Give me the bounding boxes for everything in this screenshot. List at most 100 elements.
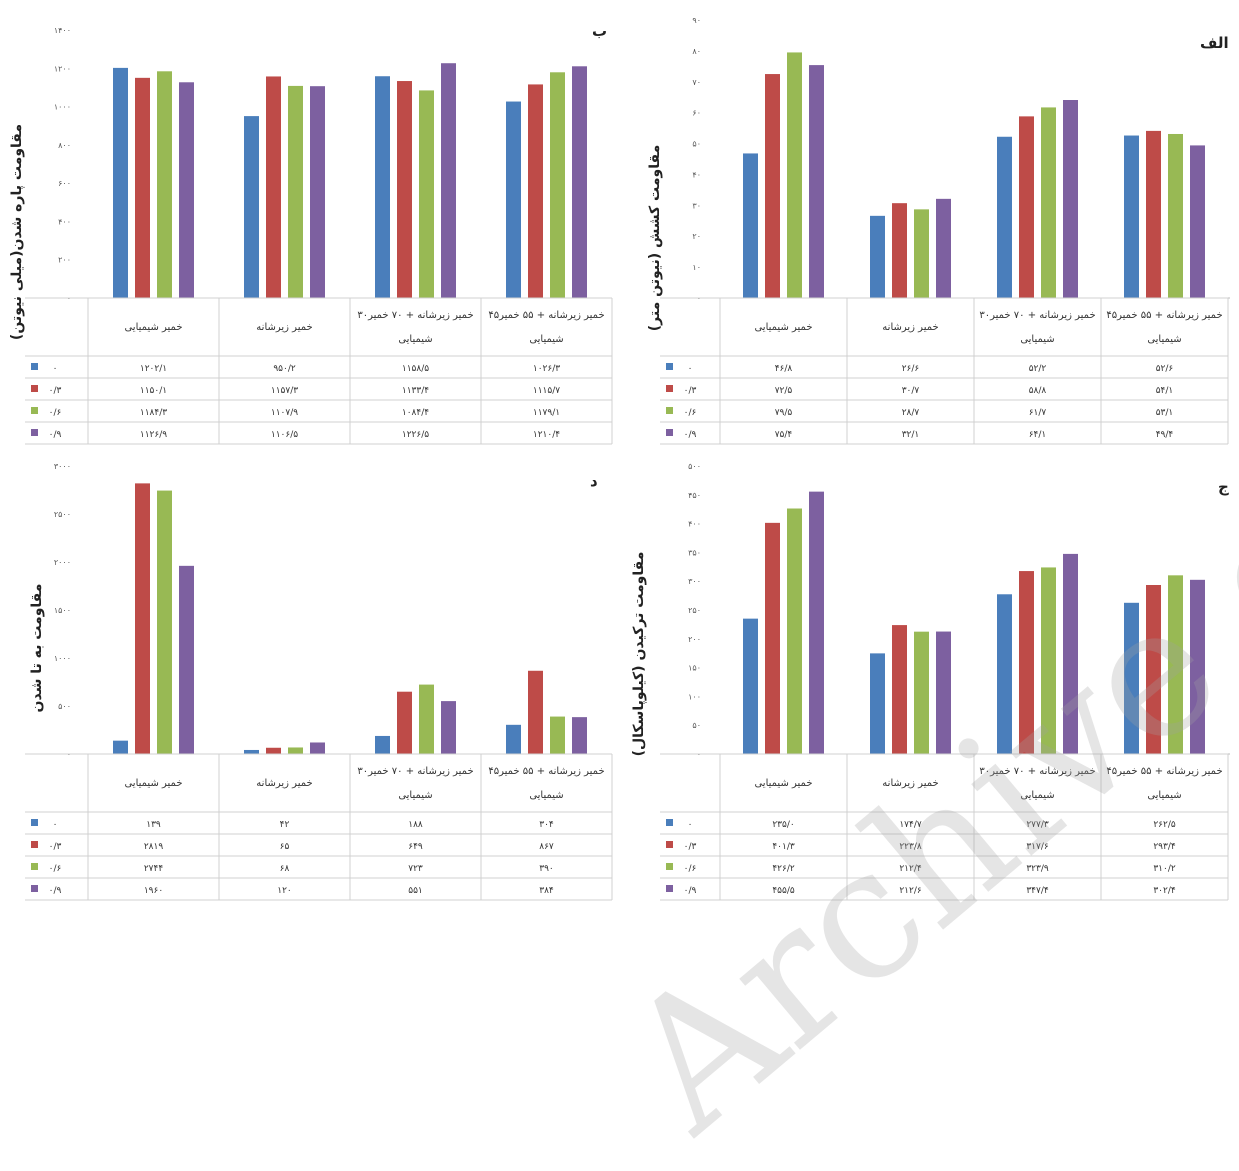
y-tick-label: ۵۰ — [692, 140, 701, 149]
panel-letter: د — [590, 472, 598, 490]
data-label: ۷۹/۵ — [775, 408, 793, 418]
category-label: خمیر زیرشانه — [256, 778, 312, 789]
bar — [113, 67, 128, 298]
legend-swatch — [666, 841, 673, 848]
data-label: ۵۵۱ — [408, 886, 423, 896]
data-label: ۱۱۳۳/۴ — [402, 386, 429, 396]
data-label: ۲۷۷/۳ — [1026, 820, 1049, 830]
bar — [936, 198, 951, 298]
legend-key: ۰/۹ — [684, 430, 697, 440]
bar — [441, 701, 456, 754]
bar — [892, 203, 907, 298]
bar — [179, 82, 194, 298]
chart-panel-folding: ۰ ۵۰۰ ۱۰۰۰ ۱۵۰۰ ۲۰۰۰ ۲۵۰۰ ۳۰۰۰ خمیر شیمیایی خمیر… — [0, 456, 619, 911]
panel-letter: الف — [1200, 34, 1229, 52]
data-label: ۱۲۰ — [277, 886, 292, 896]
data-label: ۱۱۷۹/۱ — [533, 408, 560, 418]
category-label: خمیر شیمیایی — [124, 778, 182, 789]
y-tick-label: ۲۰۰ — [58, 256, 71, 265]
chart-svg-tensile: ۰ ۱۰ ۲۰ ۳۰ ۴۰ ۵۰ ۶۰ ۷۰ ۸۰ ۹۰ خمیر شیمیایی خمیر زیرش… — [660, 16, 1230, 445]
y-tick-label: ۷۰ — [692, 78, 701, 87]
y-tick-label: ۲۵۰۰ — [54, 510, 71, 519]
data-label: ۱۰۸۴/۴ — [402, 408, 429, 418]
data-label: ۱۱۲۶/۹ — [140, 430, 167, 440]
bar — [765, 74, 780, 298]
y-tick-label: ۳۰۰۰ — [54, 462, 71, 471]
legend-key: ۰/۳ — [49, 386, 62, 396]
data-label: ۵۸/۸ — [1029, 386, 1047, 396]
data-label: ۵۲/۲ — [1029, 364, 1047, 374]
data-label: ۶۸ — [280, 864, 290, 874]
category-label: ۳۰خمیر زیرشانه + ۷۰ خمیر — [979, 766, 1095, 777]
bar — [506, 724, 521, 754]
data-label: ۲۲۳/۸ — [899, 842, 922, 852]
bar — [936, 631, 951, 754]
bar — [1190, 579, 1205, 754]
y-tick-label: ۴۰۰ — [58, 217, 71, 226]
bar — [244, 749, 259, 754]
y-tick-label: ۲۰ — [692, 232, 701, 241]
data-label: ۵۲/۶ — [1156, 364, 1174, 374]
y-axis-label: مقاومت ترکیدن (کیلوپاسکال) — [631, 551, 647, 757]
legend-key: ۰/۶ — [49, 864, 62, 874]
data-label: ۳۲/۱ — [902, 430, 920, 440]
bar — [809, 65, 824, 298]
legend-key: ۰/۶ — [49, 408, 62, 418]
bar — [288, 85, 303, 298]
bar — [870, 653, 885, 754]
bar — [997, 594, 1012, 754]
data-label: ۴۲۶/۲ — [772, 864, 795, 874]
category-label: شیمیایی — [529, 334, 563, 345]
category-label: شیمیایی — [398, 334, 432, 345]
bar — [441, 63, 456, 298]
y-axis-label: مقاومت به تا شدن — [29, 583, 45, 713]
data-label: ۲۶/۶ — [902, 364, 920, 374]
legend-key: ۰/۹ — [49, 430, 62, 440]
bar — [1146, 585, 1161, 754]
bar — [1190, 145, 1205, 298]
category-label: خمیر زیرشانه — [256, 322, 312, 333]
category-label: شیمیایی — [1020, 334, 1054, 345]
bar — [506, 101, 521, 298]
y-tick-label: ۱۰۰ — [688, 692, 701, 701]
data-label: ۴۹/۴ — [1156, 430, 1174, 440]
legend-key: ۰/۶ — [684, 408, 697, 418]
y-tick-label: ۲۰۰ — [688, 635, 701, 644]
data-label: ۱۰۲۶/۳ — [533, 364, 560, 374]
legend-key: ۰ — [688, 364, 693, 374]
bar — [528, 670, 543, 754]
data-label: ۴۲ — [280, 820, 290, 830]
data-label: ۳۰/۷ — [902, 386, 920, 396]
legend-key: ۰/۳ — [49, 842, 62, 852]
bar — [113, 740, 128, 754]
y-tick-label: ۹۰ — [692, 16, 701, 25]
data-label: ۱۱۱۵/۷ — [533, 386, 560, 396]
bar — [550, 716, 565, 754]
y-tick-label: ۱۲۰۰ — [54, 64, 71, 73]
legend-key: ۰/۳ — [684, 386, 697, 396]
legend-swatch — [31, 385, 38, 392]
data-label: ۸۶۷ — [539, 842, 554, 852]
bar — [1063, 100, 1078, 298]
data-label: ۲۱۲/۶ — [899, 886, 922, 896]
legend-key: ۰ — [53, 364, 58, 374]
data-label: ۵۳/۱ — [1156, 408, 1174, 418]
data-label: ۴۰۱/۳ — [772, 842, 795, 852]
bar — [135, 77, 150, 298]
category-label: شیمیایی — [529, 790, 563, 801]
chart-panel-burst: ۰ ۵۰ ۱۰۰ ۱۵۰ ۲۰۰ ۲۵۰ ۳۰۰ ۳۵۰ ۴۰۰ ۴۵۰ ۵۰۰ خمیر شیمیا… — [620, 456, 1239, 911]
category-label: خمیر شیمیایی — [754, 778, 812, 789]
category-label: شیمیایی — [1020, 790, 1054, 801]
y-tick-label: ۴۰۰ — [688, 520, 701, 529]
data-label: ۷۲۳ — [408, 864, 423, 874]
data-label: ۱۳۹ — [146, 820, 161, 830]
legend-swatch — [31, 429, 38, 436]
data-label: ۶۵ — [280, 842, 290, 852]
bar — [375, 76, 390, 298]
legend-swatch — [666, 885, 673, 892]
bar — [375, 735, 390, 754]
bar — [157, 490, 172, 754]
bar — [892, 625, 907, 754]
legend-swatch — [31, 407, 38, 414]
category-label: خمیر شیمیایی — [124, 322, 182, 333]
